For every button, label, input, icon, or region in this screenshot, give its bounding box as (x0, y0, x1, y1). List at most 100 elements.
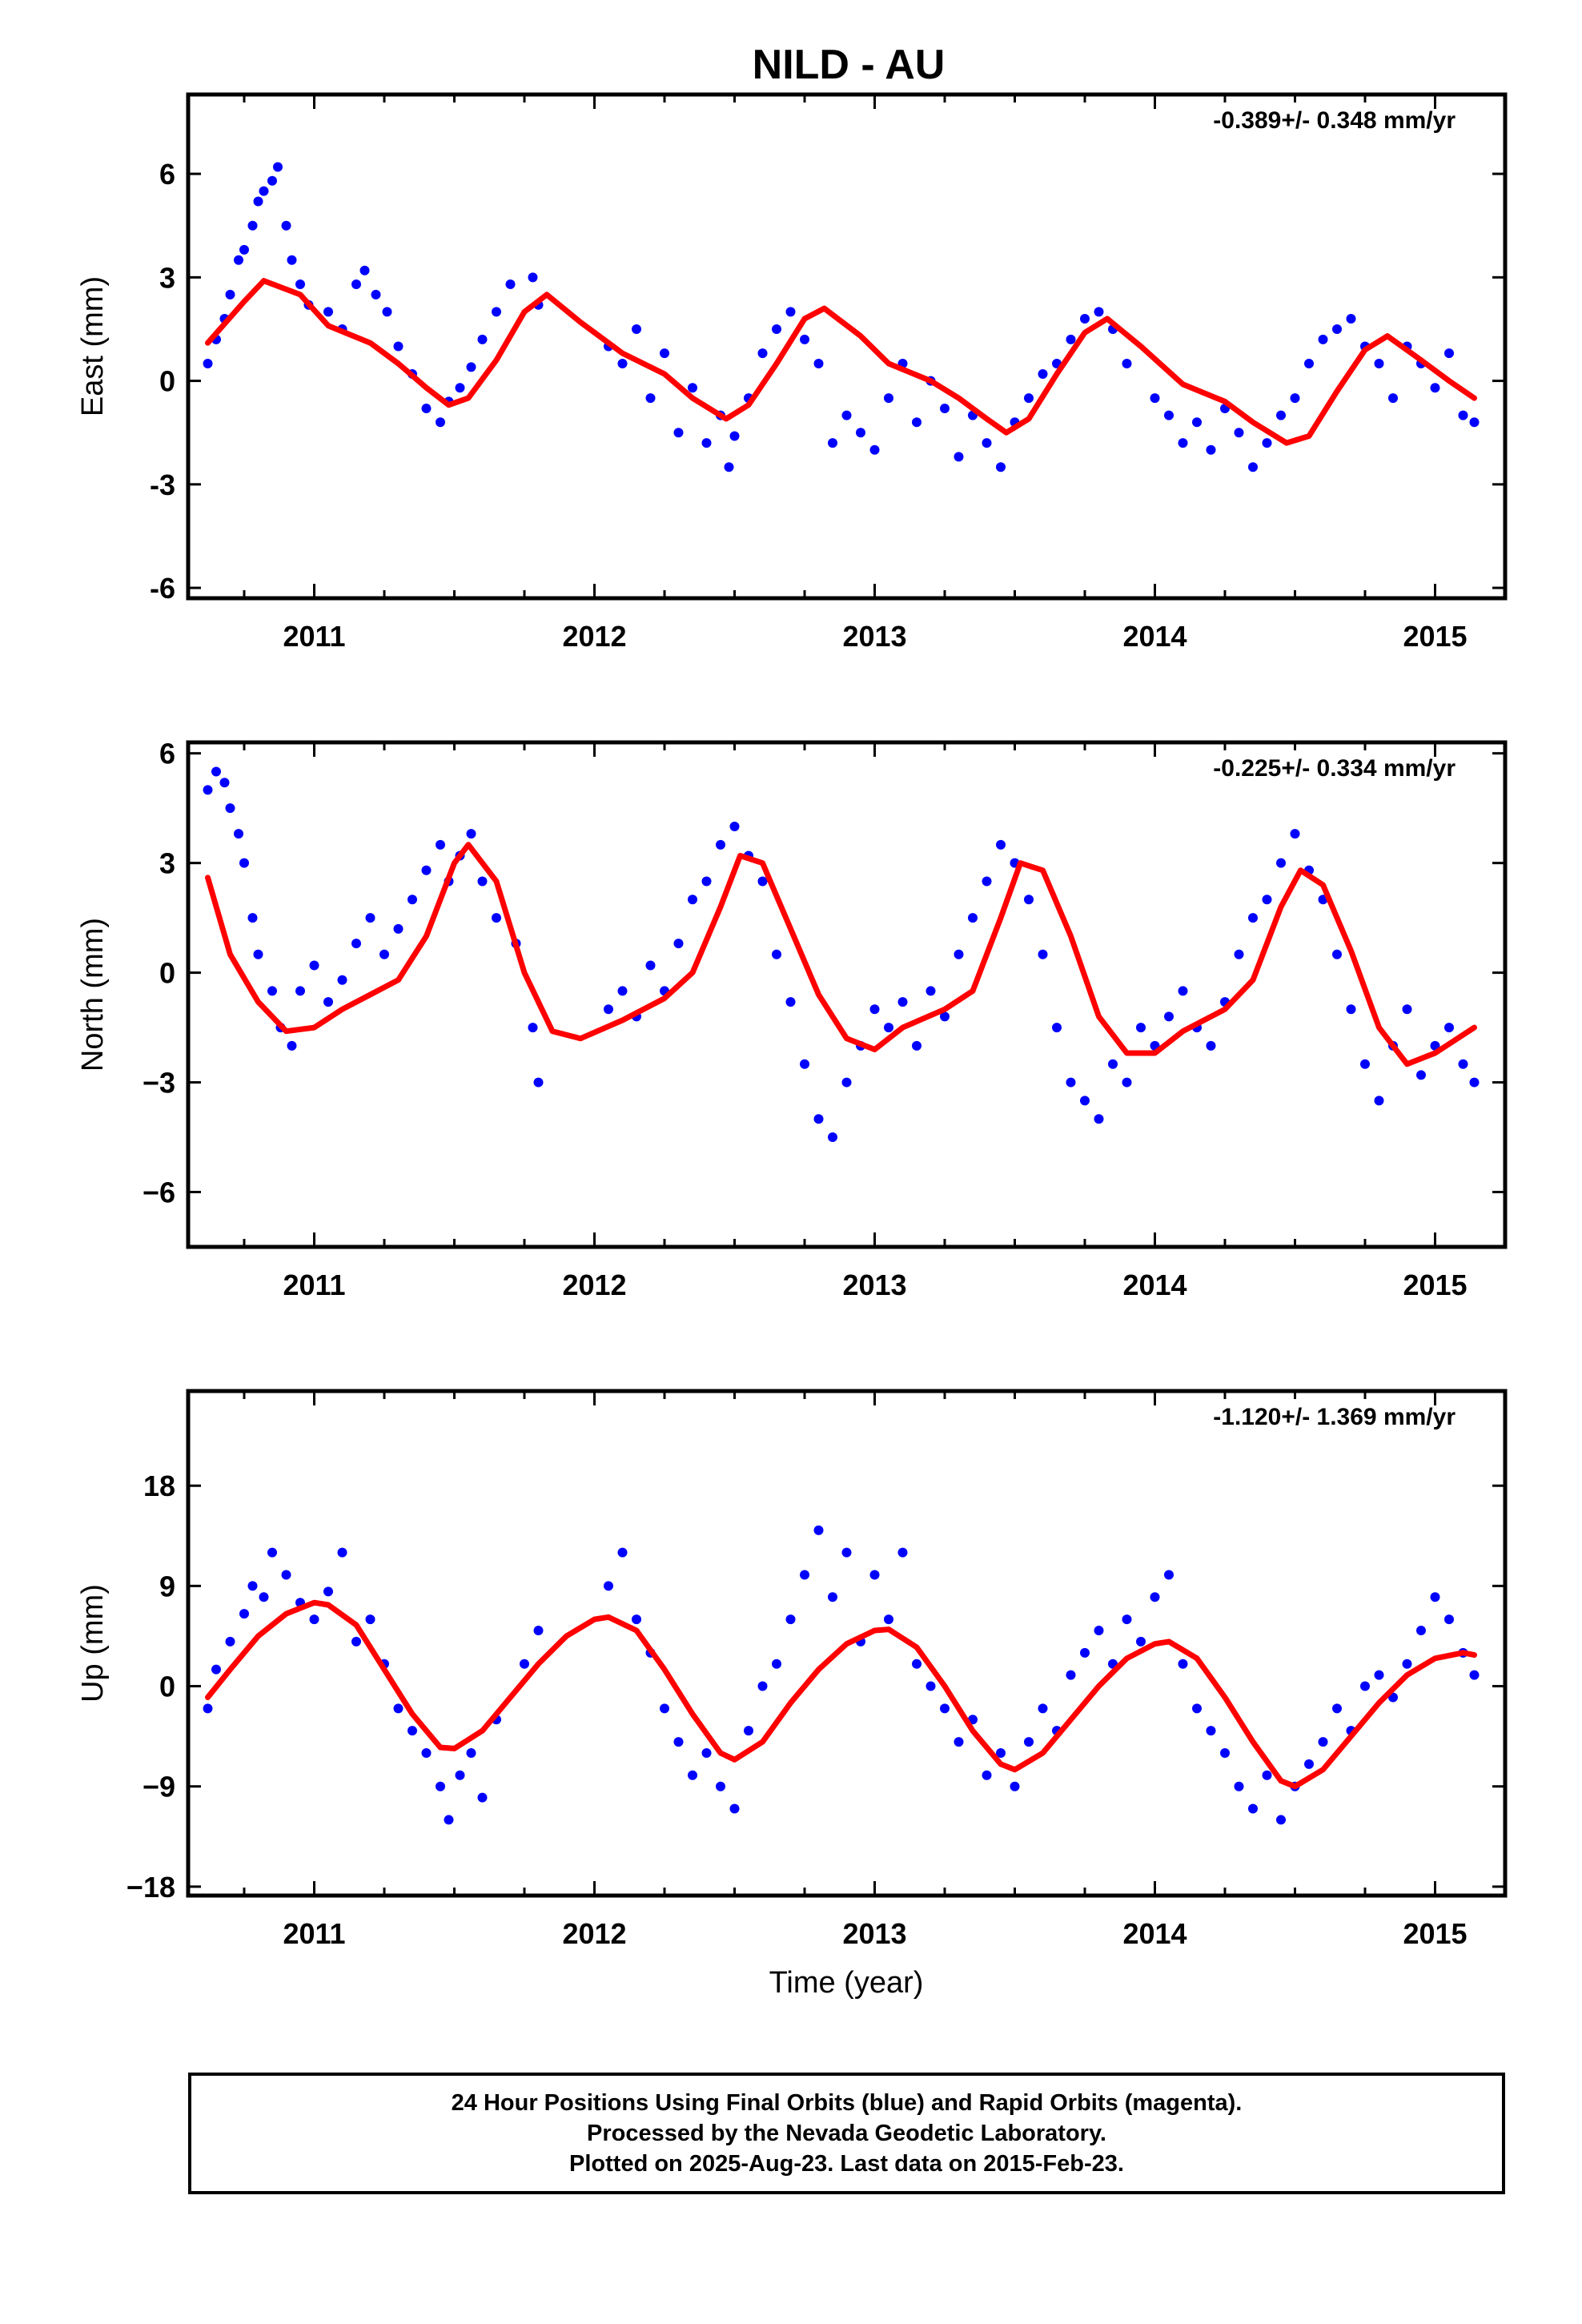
data-point-up (1122, 1614, 1132, 1625)
data-point-north (982, 876, 992, 887)
data-point-north (841, 1077, 852, 1088)
data-point-north (528, 1023, 538, 1033)
footer-line-3: Plotted on 2025-Aug-23. Last data on 201… (569, 2151, 1124, 2177)
data-point-east (492, 307, 501, 317)
data-point-east (359, 265, 370, 275)
data-point-north (954, 949, 964, 959)
data-point-up (617, 1547, 628, 1558)
panel-up: 2011 2012 2013 2014 2015 −18 −9 0 9 18 Up (mm) -1.1… (76, 1389, 1508, 1950)
data-point-north (1360, 1059, 1370, 1069)
data-point-east (1024, 393, 1034, 404)
plot-frame-top-east (186, 92, 1508, 601)
data-point-north (757, 876, 768, 887)
data-point-east (673, 428, 684, 438)
data-point-east (982, 438, 992, 448)
data-point-up (444, 1815, 454, 1825)
data-point-north (926, 986, 936, 996)
data-point-east (247, 220, 258, 231)
data-point-north (716, 839, 725, 850)
data-point-east (253, 196, 263, 207)
data-point-east (477, 334, 488, 344)
data-point-up (954, 1737, 964, 1747)
data-point-north (1469, 1077, 1480, 1088)
data-point-up (772, 1659, 781, 1669)
data-point-north (295, 986, 305, 996)
data-point-east (884, 393, 893, 404)
data-point-up (351, 1636, 361, 1647)
data-point-up (466, 1747, 476, 1758)
data-point-east (1374, 359, 1384, 369)
data-point-up (757, 1681, 768, 1691)
data-point-east (813, 359, 824, 369)
data-point-east (1122, 359, 1132, 369)
data-point-east (724, 462, 734, 472)
data-point-east (393, 341, 404, 352)
figure-title: NILD - AU (753, 42, 946, 88)
data-point-north (813, 1114, 824, 1124)
data-point-north (408, 895, 417, 905)
data-point-up (1430, 1592, 1440, 1602)
data-point-east (1150, 393, 1160, 404)
data-point-north (466, 829, 476, 839)
data-point-east (1469, 417, 1480, 428)
data-point-east (1192, 417, 1202, 428)
y-tick-label-north: 6 (159, 738, 175, 770)
data-point-up (247, 1581, 258, 1591)
data-point-up (940, 1703, 950, 1714)
data-point-east (1178, 438, 1188, 448)
data-point-up (1150, 1592, 1160, 1602)
data-point-north (421, 865, 432, 875)
plot-frame-north (186, 740, 1508, 1249)
data-point-east (1458, 410, 1468, 420)
data-point-up (421, 1747, 432, 1758)
data-point-up (408, 1726, 417, 1736)
data-point-east (1318, 334, 1328, 344)
footer-caption-box: 24 Hour Positions Using Final Orbits (bl… (188, 2073, 1505, 2194)
data-point-north (1066, 1077, 1076, 1088)
data-point-north (219, 778, 230, 788)
data-point-north (1332, 949, 1342, 959)
data-point-up (841, 1547, 852, 1558)
data-point-north (828, 1132, 837, 1143)
data-point-up (1024, 1737, 1034, 1747)
data-point-east (856, 428, 865, 438)
y-tick-label-up: −18 (126, 1871, 175, 1904)
data-point-north (617, 986, 628, 996)
data-point-up (1178, 1659, 1188, 1669)
x-tick-label-east: 2011 (283, 620, 345, 653)
data-point-up (1234, 1781, 1244, 1791)
panels: 2011 2012 2013 2014 2015 -6 -3 0 3 6 East (mm) -0.3… (76, 92, 1508, 1950)
data-point-up (1164, 1570, 1174, 1580)
data-point-east (617, 359, 628, 369)
data-point-up (1416, 1626, 1426, 1636)
data-point-up (1318, 1737, 1328, 1747)
data-point-east (1346, 314, 1356, 324)
data-point-north (436, 839, 445, 850)
x-tick-label-north: 2011 (283, 1269, 345, 1301)
x-tick-label-up: 2013 (842, 1917, 906, 1950)
data-point-up (660, 1703, 669, 1714)
data-point-east (225, 289, 235, 300)
data-point-north (785, 997, 796, 1007)
data-point-up (1192, 1703, 1202, 1714)
data-point-east (295, 279, 305, 289)
data-point-up (912, 1659, 921, 1669)
data-point-up (813, 1525, 824, 1535)
x-axis-label: Time (year) (769, 1966, 924, 2000)
data-point-north (673, 939, 684, 949)
data-point-north (1136, 1023, 1146, 1033)
plot-area-east (203, 162, 1480, 472)
data-point-north (337, 975, 347, 985)
data-point-up (533, 1626, 544, 1636)
data-point-north (323, 997, 333, 1007)
data-point-north (1374, 1096, 1384, 1106)
data-point-up (828, 1592, 837, 1602)
fit-curve-east (205, 278, 1477, 446)
rate-annotation-up: -1.120+/- 1.369 mm/yr (1213, 1404, 1456, 1430)
data-point-north (1206, 1040, 1216, 1051)
data-point-up (1038, 1703, 1048, 1714)
data-point-up (365, 1614, 375, 1625)
plot-frame-top-up (186, 1389, 1508, 1898)
data-point-east (371, 289, 381, 300)
data-point-north (645, 960, 656, 971)
